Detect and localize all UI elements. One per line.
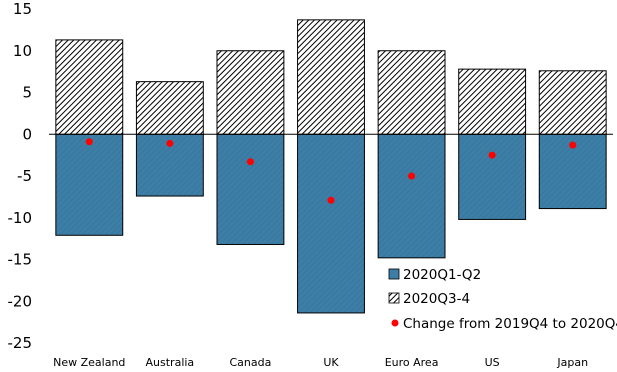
legend-label-change: Change from 2019Q4 to 2020Q4: [403, 316, 617, 332]
point-change-us: [488, 151, 496, 159]
x-tick-label: New Zealand: [53, 356, 125, 369]
bar-2020q1-q2-uk: [297, 133, 365, 314]
y-tick-label: 10: [13, 42, 32, 60]
x-tick-label: Japan: [556, 356, 588, 369]
legend-label-2020q1-q2: 2020Q1-Q2: [403, 267, 481, 283]
bar-2020q3-4-euro-area: [377, 50, 446, 135]
bar-2020q3-4-australia: [135, 81, 204, 135]
point-change-new-zealand: [85, 138, 93, 146]
y-tick-label: -25: [8, 334, 33, 352]
x-tick-label: Canada: [229, 356, 271, 369]
y-tick-label: 15: [13, 0, 32, 18]
legend-marker-change: [391, 319, 399, 327]
point-change-uk: [327, 196, 335, 204]
bar-2020q3-4-canada: [216, 50, 285, 135]
bars: [55, 19, 607, 314]
x-tick-label: Australia: [146, 356, 195, 369]
x-axis-ticks: New Zealand Australia Canada UK Euro Area US J…: [53, 356, 588, 369]
legend-swatch-2020q1-q2: [388, 268, 400, 280]
bar-2020q3-4-us: [458, 68, 527, 135]
y-tick-label: -20: [8, 292, 33, 310]
y-tick-label: -5: [17, 167, 32, 185]
legend-label-2020q3-4: 2020Q3-4: [403, 291, 470, 307]
bar-2020q3-4-new-zealand: [55, 39, 124, 135]
y-tick-label: -10: [8, 209, 33, 227]
bar-2020q1-q2-canada: [216, 133, 285, 245]
bar-2020q3-4-uk: [297, 19, 365, 135]
bar-2020q1-q2-new-zealand: [55, 133, 124, 236]
legend: 2020Q1-Q2 2020Q3-4 Change from 2019Q4 to…: [388, 267, 617, 332]
y-tick-label: 5: [22, 84, 32, 102]
points: [85, 138, 577, 204]
legend-swatch-2020q3-4: [388, 292, 400, 304]
point-change-euro-area: [408, 172, 416, 180]
y-tick-label: -15: [8, 251, 33, 269]
bar-2020q3-4-japan: [538, 70, 607, 135]
y-tick-label: 0: [22, 125, 32, 143]
x-tick-label: UK: [323, 356, 339, 369]
point-change-japan: [569, 141, 577, 149]
bar-2020q1-q2-euro-area: [377, 133, 446, 259]
x-tick-label: Euro Area: [385, 356, 439, 369]
bar-2020q1-q2-us: [458, 133, 527, 220]
x-tick-label: US: [485, 356, 500, 369]
point-change-canada: [246, 158, 254, 166]
point-change-australia: [166, 139, 174, 147]
y-axis-ticks: 15 10 5 0 -5 -10 -15 -20 -25: [8, 0, 33, 352]
